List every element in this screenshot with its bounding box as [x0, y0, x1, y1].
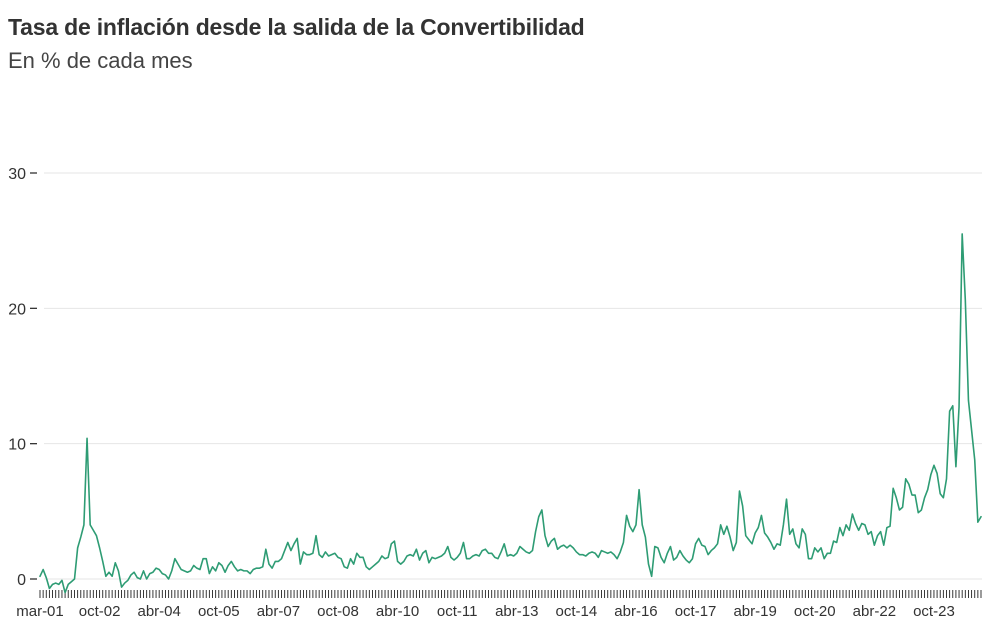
x-tick-label-oct-11: oct-11 [437, 603, 478, 620]
x-tick-label-abr-07: abr-07 [257, 603, 300, 620]
x-tick-label-abr-04: abr-04 [138, 603, 181, 620]
y-tick-label-20: 20 [8, 301, 26, 318]
chart-title: Tasa de inflación desde la salida de la … [8, 14, 585, 40]
x-tick-label-oct-20: oct-20 [794, 603, 836, 620]
x-tick-label-abr-19: abr-19 [733, 603, 776, 620]
x-tick-label-oct-14: oct-14 [556, 603, 598, 620]
x-tick-label-oct-02: oct-02 [79, 603, 121, 620]
series-layer [39, 233, 982, 594]
y-tick-label-30: 30 [8, 166, 26, 183]
x-tick-label-oct-08: oct-08 [317, 603, 359, 620]
x-tick-label-oct-05: oct-05 [198, 603, 240, 620]
y-tick-label-0: 0 [17, 572, 26, 589]
x-tick-label-oct-17: oct-17 [675, 603, 717, 620]
y-tick-label-10: 10 [8, 437, 26, 454]
x-tick-label-abr-22: abr-22 [853, 603, 896, 620]
x-tick-label-abr-16: abr-16 [614, 603, 657, 620]
grid-layer [44, 172, 982, 580]
x-tick-label-abr-13: abr-13 [495, 603, 538, 620]
y-axis: 0 10 20 30 [8, 166, 37, 589]
x-tick-label-mar-01: mar-01 [16, 603, 64, 620]
x-axis: mar-01 oct-02 abr-04 oct-05 abr-07 oct-08 abr-… [16, 590, 982, 620]
x-tick-label-abr-10: abr-10 [376, 603, 419, 620]
x-tick-label-oct-23: oct-23 [913, 603, 955, 620]
series-line [39, 233, 982, 594]
chart-subtitle: En % de cada mes [8, 48, 193, 73]
